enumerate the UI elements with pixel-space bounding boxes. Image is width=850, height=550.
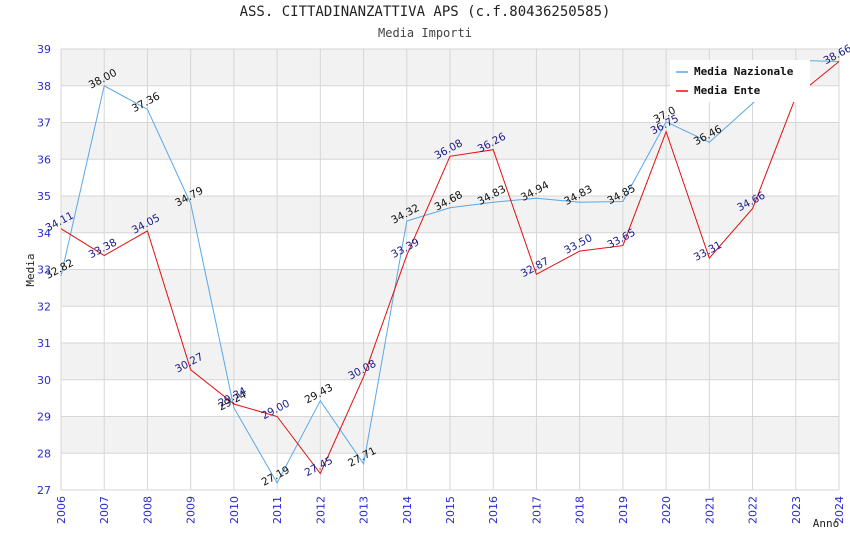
x-tick-label: 2006 — [55, 496, 68, 524]
x-tick-label: 2007 — [98, 496, 111, 524]
x-tick-label: 2015 — [444, 496, 457, 524]
y-axis-title: Media — [24, 253, 37, 286]
x-tick-label: 2012 — [314, 496, 327, 524]
x-tick-label: 2019 — [617, 496, 630, 524]
series-line-media-ente — [60, 61, 840, 475]
chart-title: ASS. CITTADINANZATTIVA APS (c.f.80436250… — [239, 4, 611, 20]
x-tick-label: 2017 — [530, 496, 543, 524]
y-tick-label: 28 — [37, 447, 51, 460]
x-tick-label: 2009 — [185, 496, 198, 524]
x-tick-label: 2024 — [833, 496, 846, 524]
x-tick-label: 2011 — [271, 496, 284, 524]
series-line-media-nazionale — [60, 59, 840, 485]
legend-label-media-ente: Media Ente — [694, 84, 761, 97]
y-tick-label: 34 — [37, 227, 51, 240]
chart-subtitle: Media Importi — [378, 26, 472, 40]
x-tick-label: 2008 — [141, 496, 154, 524]
y-tick-label: 30 — [37, 374, 51, 387]
y-axis-ticks: 27 28 29 30 31 32 33 34 35 36 37 38 39 — [37, 43, 51, 497]
legend-label-media-nazionale: Media Nazionale — [694, 65, 794, 78]
x-axis-ticks: 2006 2007 2008 2009 2010 2011 2012 2013 2014 2015… — [55, 496, 846, 524]
series-lines — [60, 59, 840, 485]
y-tick-label: 33 — [37, 264, 51, 277]
y-tick-label: 32 — [37, 300, 51, 313]
x-tick-label: 2021 — [703, 496, 716, 524]
x-tick-label: 2022 — [747, 496, 760, 524]
y-tick-label: 29 — [37, 411, 51, 424]
legend: Media Nazionale Media Ente — [670, 60, 810, 102]
x-tick-label: 2018 — [574, 496, 587, 524]
x-tick-label: 2020 — [660, 496, 673, 524]
legend-box — [670, 60, 810, 102]
y-tick-label: 27 — [37, 484, 51, 497]
gridlines — [60, 48, 840, 491]
x-tick-label: 2014 — [401, 496, 414, 524]
x-tick-label: 2023 — [790, 496, 803, 524]
y-tick-label: 38 — [37, 80, 51, 93]
x-tick-label: 2016 — [487, 496, 500, 524]
x-axis-title: Anno — [813, 517, 840, 530]
y-tick-label: 36 — [37, 153, 51, 166]
y-tick-label: 37 — [37, 117, 51, 130]
x-tick-label: 2013 — [358, 496, 371, 524]
y-tick-label: 39 — [37, 43, 51, 56]
x-tick-label: 2010 — [228, 496, 241, 524]
y-tick-label: 35 — [37, 190, 51, 203]
y-tick-label: 31 — [37, 337, 51, 350]
